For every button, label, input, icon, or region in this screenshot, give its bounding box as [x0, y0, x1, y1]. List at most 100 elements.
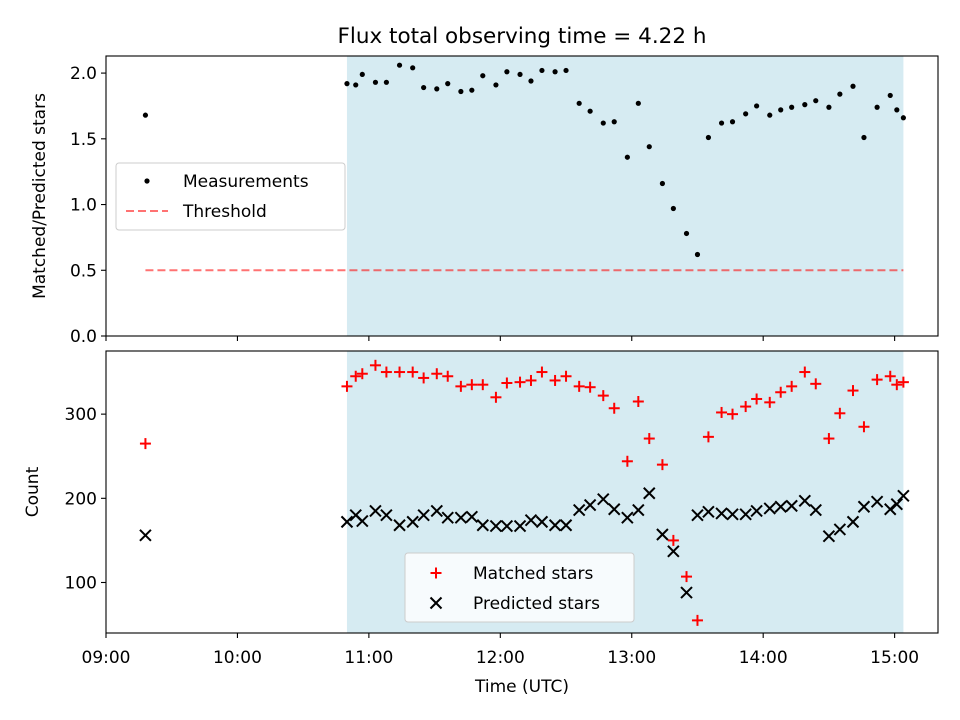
measurement-point	[659, 180, 666, 187]
measurement-point	[754, 103, 760, 109]
measurement-point	[743, 111, 749, 117]
measurement-point	[353, 82, 359, 88]
predicted-point	[726, 508, 739, 521]
bottom-legend: Matched stars Predicted stars	[404, 552, 635, 623]
predicted-point	[535, 515, 549, 529]
measurement-point	[421, 84, 427, 91]
bottom-panel: 100 200 300 09:00 10:00 11:00 12:00 13:00 14:00…	[23, 350, 939, 697]
matched-point	[716, 406, 728, 418]
measurement-point	[802, 102, 808, 108]
predicted-point	[597, 492, 610, 506]
legend-predicted-marker	[429, 596, 443, 610]
predicted-point	[454, 511, 468, 524]
matched-point	[341, 380, 353, 392]
top-legend-box	[115, 162, 346, 231]
predicted-point	[583, 498, 597, 512]
predicted-point	[559, 519, 573, 532]
x-tick-label: 14:00	[739, 648, 788, 668]
measurements-series	[142, 62, 906, 258]
measurement-point	[552, 69, 558, 75]
measurement-point	[359, 71, 365, 78]
x-tick-label: 09:00	[82, 648, 131, 668]
matched-point	[380, 366, 392, 378]
matched-point	[431, 368, 443, 380]
y-tick-label: 2.0	[70, 64, 97, 84]
x-axis-label: Time (UTC)	[474, 677, 569, 697]
matched-point	[356, 368, 368, 380]
measurement-point	[458, 88, 464, 95]
matched-point	[418, 372, 430, 384]
x-tick-label: 10:00	[213, 648, 262, 668]
matched-point	[681, 571, 693, 583]
matched-point	[871, 374, 883, 386]
matched-point	[621, 455, 633, 467]
predicted-point	[890, 497, 904, 511]
predicted-point	[822, 529, 836, 543]
predicted-point	[465, 510, 479, 524]
matched-point	[786, 380, 798, 392]
matched-point	[858, 421, 870, 433]
matched-point	[884, 370, 896, 382]
matched-point	[702, 431, 714, 443]
measurement-point	[670, 205, 676, 212]
bottom-x-axis: 09:00 10:00 11:00 12:00 13:00 14:00 15:00	[82, 633, 919, 668]
measurement-point	[528, 78, 534, 84]
matched-point	[394, 366, 406, 378]
measurement-point	[887, 92, 893, 99]
measurement-point	[372, 79, 379, 85]
predicted-point	[380, 508, 393, 522]
matched-point	[691, 614, 703, 626]
matched-point	[525, 374, 537, 386]
matched-point	[139, 438, 151, 450]
measurement-point	[142, 112, 149, 118]
predicted-point	[500, 519, 514, 533]
top-shaded-region	[346, 56, 904, 336]
matched-point	[407, 366, 419, 378]
measurement-point	[894, 107, 900, 113]
y-tick-label: 0.0	[70, 327, 97, 347]
measurement-point	[539, 67, 545, 74]
predicted-point	[139, 529, 152, 542]
matched-point	[764, 396, 776, 408]
measurement-point	[635, 100, 641, 106]
predicted-point	[656, 528, 669, 541]
predicted-point	[406, 515, 419, 529]
measurement-point	[694, 251, 701, 258]
legend-measurements-marker	[144, 178, 150, 184]
measurement-point	[646, 144, 652, 150]
matched-point	[823, 433, 835, 445]
measurement-point	[587, 108, 593, 114]
predicted-point	[340, 515, 354, 529]
measurement-point	[826, 104, 832, 110]
measurement-point	[469, 87, 475, 93]
matched-point	[740, 401, 752, 413]
x-tick-label: 12:00	[476, 648, 525, 668]
matched-point	[536, 366, 548, 378]
matched-point	[584, 381, 596, 393]
matched-point	[810, 378, 822, 390]
top-y-axis: 0.0 0.5 1.0 1.5 2.0	[70, 64, 106, 347]
predicted-point	[369, 504, 382, 518]
matched-point	[369, 359, 381, 371]
predicted-point	[513, 519, 527, 533]
bottom-axes-frame	[105, 350, 939, 634]
predicted-point	[691, 508, 704, 522]
matched-point	[350, 370, 362, 382]
measurement-point	[563, 67, 569, 74]
y-tick-label: 0.5	[70, 261, 97, 281]
y-tick-label: 200	[65, 489, 97, 509]
legend-predicted-label: Predicted stars	[473, 594, 600, 614]
predicted-point	[572, 503, 586, 517]
predicted-point	[774, 500, 787, 513]
predicted-point	[809, 503, 822, 517]
matched-point	[442, 370, 454, 382]
top-y-axis-label: Matched/Predicted stars	[30, 93, 50, 299]
predicted-point	[621, 511, 634, 524]
measurement-point	[778, 107, 784, 113]
predicted-point	[833, 523, 847, 536]
predicted-point	[417, 508, 430, 522]
measurement-point	[600, 120, 606, 126]
measurement-point	[576, 100, 582, 106]
matched-point	[834, 407, 846, 419]
